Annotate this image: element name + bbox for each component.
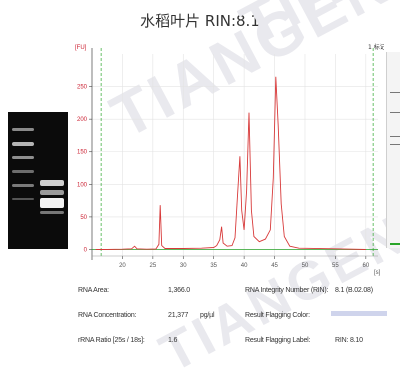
rna-area-value: 1,366.0 (168, 287, 190, 294)
rna-concentration-value: 21,377 (168, 312, 189, 319)
x-ticks: 20 25 30 35 40 45 50 55 60 (92, 255, 378, 269)
flag-color-swatch (331, 311, 387, 316)
rrna-ratio-value: 1.6 (168, 337, 178, 344)
x-tick-label: 20 (119, 263, 126, 269)
x-tick-label: 55 (332, 263, 339, 269)
x-tick-label: 40 (241, 263, 248, 269)
rna-area-label: RNA Area: (78, 287, 109, 294)
y-tick-label: 50 (80, 215, 87, 221)
side-panel-edge (386, 52, 400, 248)
axes (91, 48, 378, 260)
rrna-ratio-label: rRNA Ratio [25s / 18s]: (78, 337, 145, 344)
y-tick-label: 100 (77, 182, 88, 188)
page-title: 水稻叶片 RIN:8.1 (140, 12, 260, 30)
y-tick-label: 150 (77, 150, 88, 156)
gel-sample-lane (40, 112, 64, 249)
grid (92, 54, 378, 256)
rna-concentration-label: RNA Concentration: (78, 312, 137, 319)
y-ticks: 0 50 100 150 200 250 (77, 85, 92, 253)
rin-label: RNA Integrity Number (RIN): (245, 287, 329, 294)
flag-color-label: Result Flagging Color: (245, 312, 310, 319)
x-tick-label: 35 (210, 263, 217, 269)
y-tick-label: 250 (77, 85, 88, 91)
x-tick-label: 50 (302, 263, 309, 269)
x-unit-label: [s] (374, 270, 381, 276)
x-tick-label: 60 (362, 263, 369, 269)
marker-label: 1 标记 (368, 43, 384, 51)
y-tick-label: 200 (77, 117, 88, 123)
x-tick-label: 25 (150, 263, 157, 269)
rna-concentration-unit: pg/µl (200, 312, 215, 319)
rin-value: 8.1 (B.02.08) (335, 287, 373, 294)
y-tick-label: 0 (84, 247, 88, 253)
flag-label-value: RIN: 8.10 (335, 337, 363, 344)
y-unit-label: [FU] (75, 45, 87, 51)
gel-image (8, 112, 68, 249)
flag-label-label: Result Flagging Label: (245, 337, 311, 344)
series-line (95, 76, 366, 250)
x-tick-label: 30 (180, 263, 187, 269)
x-tick-label: 45 (271, 263, 278, 269)
gel-ladder-lane (12, 112, 34, 249)
